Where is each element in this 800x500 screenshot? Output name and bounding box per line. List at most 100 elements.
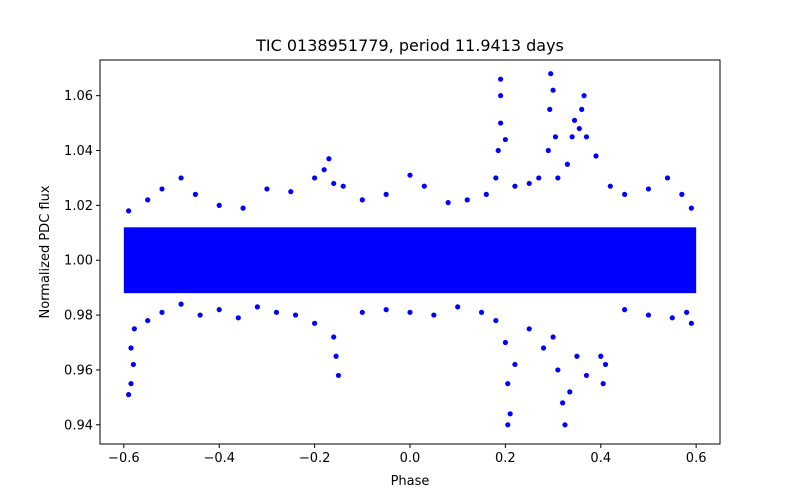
data-point [145,197,151,203]
data-point [574,353,580,359]
data-point [505,381,511,387]
data-point [445,200,451,206]
x-tick-label: −0.4 [203,451,235,466]
data-point [571,117,578,123]
y-tick-label: 1.06 [64,89,93,104]
data-point [555,175,561,181]
data-point [502,339,508,346]
data-point [688,320,694,326]
data-point [326,156,332,162]
data-point [159,309,165,315]
data-point [483,191,489,197]
data-point [550,334,556,340]
data-point [145,317,151,324]
data-point [607,183,613,189]
x-tick-label: −0.2 [299,451,331,466]
data-point [464,197,470,203]
data-point [312,320,318,326]
data-point [192,191,198,197]
data-point [564,161,570,167]
data-band-0 [123,227,697,294]
data-point [545,147,551,154]
data-point [536,175,542,181]
data-point [507,411,513,417]
x-tick-label: −0.6 [108,451,140,466]
data-point [407,172,413,178]
data-point [505,422,511,428]
data-point [321,167,327,173]
data-point [645,186,652,192]
y-tick-label: 0.94 [64,418,93,433]
data-point [128,381,134,387]
y-tick-label: 1.00 [64,254,93,269]
data-point [331,334,337,340]
y-tick-label: 1.02 [64,199,93,214]
data-point [550,87,556,93]
x-axis-label: Phase [391,474,430,489]
y-tick-label: 0.98 [64,309,93,324]
data-point [502,136,508,143]
data-point [622,307,628,313]
data-point [216,307,222,313]
data-point [579,106,585,112]
plot-area [123,71,697,428]
data-point [664,175,671,181]
data-point [498,93,504,99]
data-point [455,304,461,310]
data-point [602,361,609,368]
data-point [292,312,299,318]
data-point [431,312,437,318]
y-tick-label: 1.04 [64,144,93,159]
data-point [512,183,518,189]
data-point [421,183,427,189]
data-point [178,175,184,181]
data-point [688,205,694,211]
data-point [331,180,337,187]
x-axis: −0.6 −0.4 −0.2 0.0 0.2 0.4 0.6 [108,444,706,466]
y-tick-label: 0.96 [64,363,93,378]
data-point [498,76,504,82]
data-point [359,197,365,203]
data-point [645,312,652,318]
data-point [622,191,628,197]
data-point [600,381,606,387]
data-point [178,301,184,307]
y-axis-label: Normalized PDC flux [38,185,53,318]
data-point [593,153,599,159]
data-point [493,317,499,324]
data-point [359,309,365,315]
data-point [335,372,342,379]
data-point [526,180,532,187]
data-point [583,372,590,379]
data-point [126,392,132,398]
data-point [498,120,504,126]
data-point [512,361,518,368]
data-point [495,147,501,154]
data-point [126,208,132,214]
x-tick-label: 0.6 [686,451,707,466]
data-point [569,134,575,140]
x-tick-label: 0.4 [590,451,611,466]
data-point [264,186,270,192]
data-point [240,205,246,211]
chart-title: TIC 0138951779, period 11.9413 days [255,36,564,55]
data-point [159,186,165,192]
data-point [562,422,568,428]
data-point [684,309,690,315]
data-point [197,312,203,318]
y-axis: 0.94 0.96 0.98 1.00 1.02 1.04 1.06 [64,89,100,433]
data-point [333,353,339,359]
data-point [478,309,485,315]
data-point [679,191,685,197]
data-point [128,345,134,351]
data-point [540,345,547,351]
data-point [288,189,294,195]
data-point [216,202,222,208]
data-point [273,309,280,315]
data-point [130,361,136,368]
data-point [383,307,389,313]
data-point [560,400,566,406]
data-point [555,367,561,373]
data-point [131,326,137,332]
